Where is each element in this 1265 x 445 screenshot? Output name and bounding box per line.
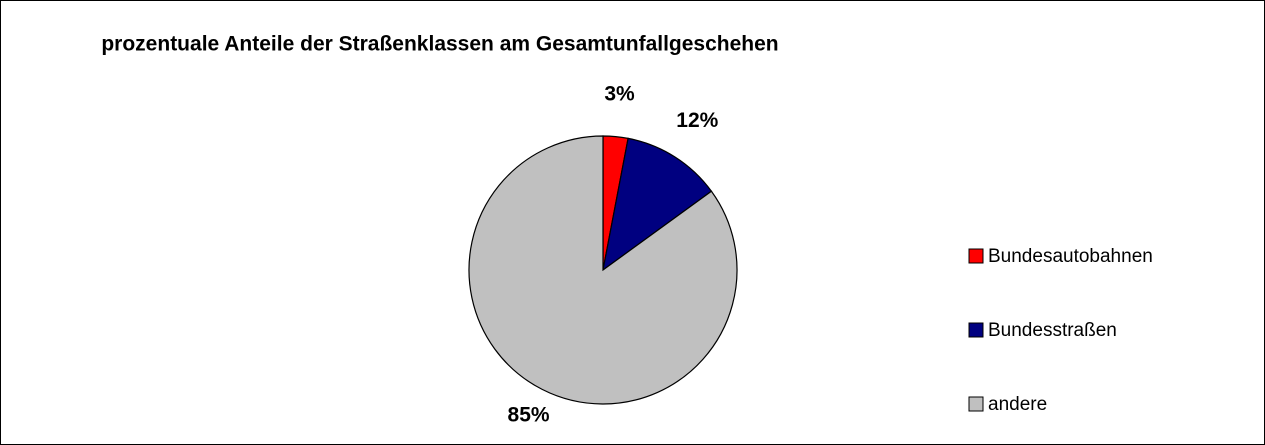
pie-slice [468,135,738,405]
pie-slice [602,137,713,272]
legend-swatch [968,322,984,338]
legend-label: Bundesstraßen [988,320,1117,341]
data-label: 12% [676,109,718,132]
chart-title: prozentuale Anteile der Straßenklassen a… [101,33,778,56]
legend-label: Bundesautobahnen [988,246,1153,267]
data-label: 3% [604,82,635,105]
legend-swatch [968,248,984,264]
legend-label: andere [988,394,1047,415]
data-label: 85% [508,404,550,427]
legend-swatch [968,396,984,412]
